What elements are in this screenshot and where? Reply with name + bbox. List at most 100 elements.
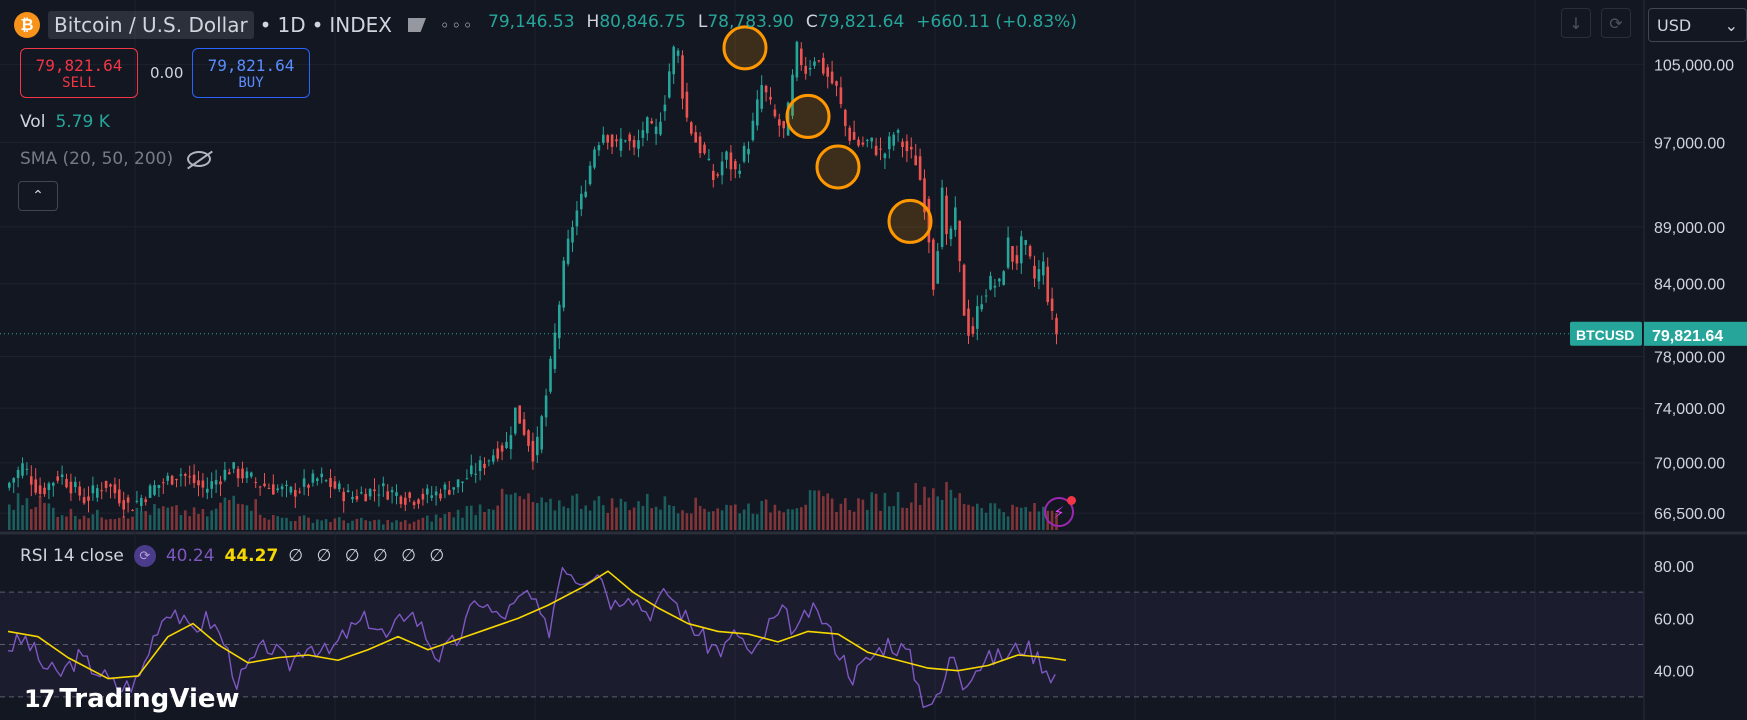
volume-bar — [786, 509, 790, 530]
candle-body — [879, 148, 882, 150]
volume-bar — [976, 503, 979, 530]
candle-body — [324, 480, 328, 482]
sell-label: SELL — [62, 74, 96, 91]
volume-bar — [628, 510, 631, 530]
candle-body — [364, 493, 367, 502]
volume-bar — [690, 513, 693, 530]
volume-bar — [38, 495, 42, 530]
volume-bar — [417, 519, 420, 530]
symbol-name[interactable]: Bitcoin / U.S. Dollar — [48, 11, 254, 39]
price-tick-label: 84,000.00 — [1654, 277, 1725, 294]
volume-legend[interactable]: Vol 5.79 K — [20, 112, 110, 132]
candle-body — [333, 481, 337, 489]
candle-body — [522, 419, 526, 435]
price-tick-label: 74,000.00 — [1654, 401, 1725, 418]
volume-bar — [954, 497, 957, 530]
volume-bar — [426, 515, 429, 530]
low-value: 78,783.90 — [707, 12, 794, 32]
candle-body — [654, 126, 658, 135]
volume-bar — [201, 508, 205, 530]
volume-bar — [1037, 511, 1041, 530]
buy-button[interactable]: 79,821.64 BUY — [192, 48, 310, 98]
annotation-circle[interactable] — [785, 93, 831, 139]
rsi-refresh-icon[interactable]: ⟳ — [133, 545, 156, 567]
eye-hidden-icon[interactable] — [187, 151, 212, 167]
volume-bar — [109, 519, 112, 530]
candle-body — [993, 285, 997, 288]
candle-body — [289, 486, 293, 493]
candle-body — [949, 228, 953, 240]
annotation-circle[interactable] — [887, 198, 933, 244]
currency-select[interactable]: USD ⌄ — [1648, 8, 1747, 42]
volume-bar — [342, 520, 345, 530]
volume-bar — [30, 508, 33, 530]
candle-body — [773, 109, 777, 117]
candle-body — [382, 483, 385, 487]
candle-body — [87, 496, 90, 501]
volume-bar — [668, 504, 671, 530]
candle-body — [896, 130, 900, 133]
annotation-circle[interactable] — [722, 25, 768, 71]
volume-bar — [434, 514, 438, 530]
volume-bar — [597, 496, 601, 530]
collapse-legend-button[interactable]: ⌃ — [18, 181, 58, 211]
symbol-header[interactable]: ₿ Bitcoin / U.S. Dollar • 1D • INDEX ◦◦◦ — [14, 8, 484, 42]
volume-bar — [558, 500, 561, 530]
sma-legend[interactable]: SMA (20, 50, 200) — [20, 149, 212, 169]
candle-body — [254, 481, 257, 483]
candle-body — [914, 155, 917, 166]
candle-body — [223, 469, 227, 480]
candle-body — [910, 146, 913, 150]
candle-body — [421, 493, 425, 500]
tradingview-logo: 17 TradingView — [24, 684, 240, 714]
candle-body — [558, 304, 561, 339]
candle-body — [800, 48, 803, 66]
candle-body — [505, 441, 508, 449]
candle-body — [153, 485, 156, 495]
volume-bar — [901, 507, 904, 530]
volume-bar — [874, 493, 878, 530]
volume-bar — [940, 500, 944, 530]
candle-body — [813, 61, 816, 66]
rsi-legend[interactable]: RSI 14 close ⟳ 40.24 44.27 ∅ ∅ ∅ ∅ ∅ ∅ — [20, 545, 448, 567]
candle-body — [179, 474, 183, 476]
interval-label[interactable]: 1D — [277, 13, 306, 37]
volume-bar — [382, 524, 385, 530]
candle-body — [52, 482, 55, 486]
symbol-tag-label: BTCUSD — [1576, 327, 1634, 343]
candle-body — [399, 496, 403, 505]
candle-body — [641, 130, 645, 138]
volume-bar — [879, 510, 882, 530]
volume-bar — [298, 516, 301, 530]
volume-bar — [236, 503, 240, 530]
flag-icon[interactable] — [408, 18, 426, 32]
rsi-tick-label: 60.00 — [1654, 611, 1694, 628]
volume-bar — [373, 519, 376, 530]
sync-icon[interactable]: ⟳ — [1601, 8, 1631, 38]
sell-button[interactable]: 79,821.64 SELL — [20, 48, 138, 98]
volume-bar — [663, 496, 667, 530]
candle-body — [426, 488, 429, 495]
more-options-icon[interactable]: ◦◦◦ — [440, 15, 475, 35]
candle-body — [747, 148, 750, 155]
volume-bar — [514, 492, 517, 530]
volume-bar — [584, 505, 587, 530]
download-icon[interactable]: ↓ — [1561, 8, 1591, 38]
candle-body — [716, 174, 719, 176]
volume-bar — [219, 502, 222, 530]
candle-body — [12, 478, 15, 483]
candle-body — [1015, 255, 1019, 264]
candle-body — [769, 96, 772, 100]
candle-body — [91, 485, 95, 494]
annotation-circle[interactable] — [815, 144, 861, 190]
candle-body — [258, 486, 262, 488]
separator-dot: • — [259, 13, 272, 37]
lightning-icon[interactable]: ⚡ — [1044, 496, 1076, 527]
volume-bar — [813, 490, 816, 530]
volume-bar — [606, 512, 609, 530]
volume-bar — [773, 504, 777, 530]
candle-body — [610, 134, 614, 147]
candle-body — [690, 122, 693, 134]
volume-bar — [188, 516, 191, 530]
